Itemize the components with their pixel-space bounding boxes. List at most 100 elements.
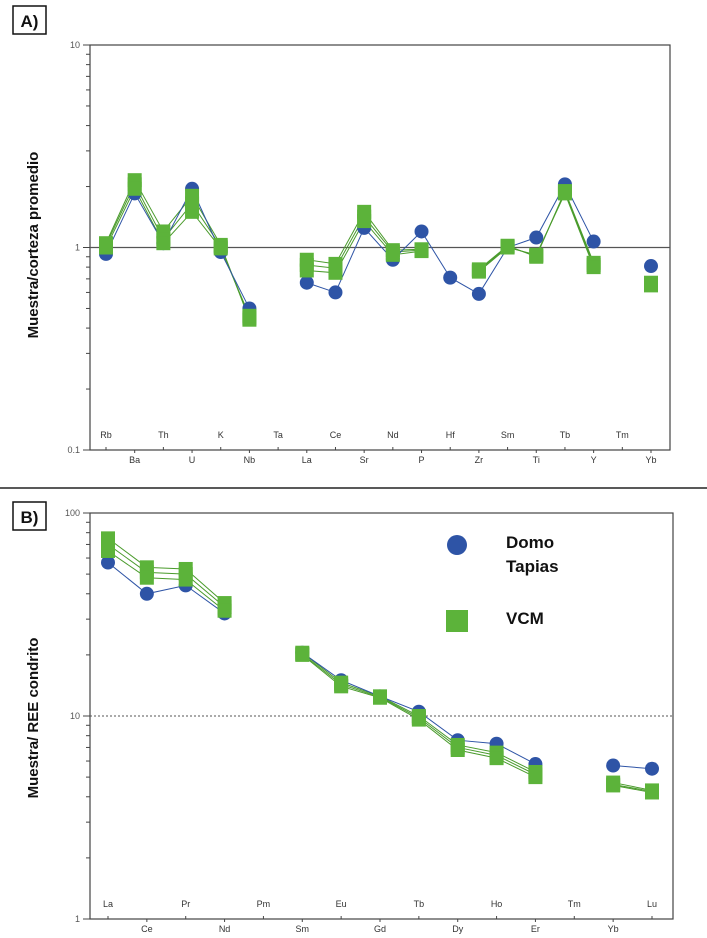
data-point-domo-tapias-y: [586, 234, 601, 249]
data-point-vcm-rb: [99, 240, 113, 255]
x-label-sr: Sr: [360, 455, 369, 465]
data-point-vcm-sm: [500, 240, 515, 255]
x-label-th: Th: [158, 430, 169, 440]
data-point-vcm-nd: [217, 603, 232, 618]
data-point-vcm-eu: [334, 679, 349, 694]
legend-vcm-label: VCM: [506, 609, 544, 628]
x-label-ta: Ta: [273, 430, 283, 440]
y-tick-label-10: 10: [70, 711, 80, 721]
data-point-vcm-ho: [489, 751, 504, 766]
panel-b-y-axis-label: Muestra/ REE condrito: [25, 638, 42, 799]
x-label-sm: Sm: [296, 924, 310, 934]
legend: Domo Tapias VCM: [446, 533, 559, 632]
legend-domo-marker: [447, 535, 467, 555]
data-point-vcm-er: [528, 770, 543, 785]
panel-a-y-tick-labels: 0.1 1 10: [67, 40, 80, 455]
series-line-vcm-3: [107, 550, 225, 612]
data-point-vcm-sr: [357, 214, 372, 229]
x-label-ce: Ce: [330, 430, 342, 440]
legend-vcm-marker: [446, 610, 468, 632]
data-point-vcm-dy: [450, 743, 465, 758]
data-point-vcm-yb: [606, 778, 621, 793]
x-label-ba: Ba: [129, 455, 140, 465]
data-point-vcm-ba: [127, 181, 142, 196]
series-line-domo-tapias-0: [105, 187, 250, 309]
x-label-tb: Tb: [414, 899, 425, 909]
data-point-domo-tapias-p: [414, 224, 429, 239]
x-label-nd: Nd: [219, 924, 231, 934]
panel-a-label: A): [21, 12, 39, 31]
data-point-vcm-yb: [644, 278, 658, 293]
legend-domo-label-line1: Domo: [506, 533, 554, 552]
x-label-tm: Tm: [568, 899, 581, 909]
series-line-vcm-1: [107, 537, 225, 604]
x-label-zr: Zr: [475, 455, 484, 465]
x-label-yb: Yb: [645, 455, 656, 465]
x-label-dy: Dy: [452, 924, 463, 934]
panel-a-axis-ticks: [83, 44, 90, 451]
panel-b-axis-ticks: [83, 512, 90, 920]
panel-a-x-labels: Rb Ba Th U K Nb Ta La Ce Sr Nd P Hf Zr Sm Ti Tb Y Tm Yb: [100, 430, 656, 465]
x-label-nb: Nb: [244, 455, 256, 465]
x-label-k: K: [218, 430, 224, 440]
x-label-sm: Sm: [501, 430, 515, 440]
x-label-u: U: [189, 455, 196, 465]
x-label-tm: Tm: [616, 430, 629, 440]
data-point-vcm-ce: [328, 265, 343, 280]
data-point-domo-tapias-zr: [471, 286, 486, 301]
panel-b-y-tick-labels: 1 10 100: [65, 508, 80, 924]
data-point-vcm-la: [101, 543, 115, 558]
series-line-domo-tapias-0: [107, 562, 225, 614]
y-tick-label-100: 100: [65, 508, 80, 518]
data-point-domo-tapias-lu: [645, 761, 659, 776]
x-label-la: La: [302, 455, 312, 465]
x-label-ce: Ce: [141, 924, 153, 934]
x-label-rb: Rb: [100, 430, 112, 440]
data-point-vcm-nb: [242, 308, 257, 323]
x-label-yb: Yb: [608, 924, 619, 934]
data-point-vcm-zr: [471, 264, 486, 279]
x-label-y: Y: [591, 455, 597, 465]
x-label-pm: Pm: [257, 899, 271, 909]
series-line-vcm-1: [105, 179, 250, 320]
series-line-vcm-2: [107, 544, 225, 608]
x-label-er: Er: [531, 924, 540, 934]
x-label-gd: Gd: [374, 924, 386, 934]
data-point-domo-tapias-ti: [529, 230, 544, 245]
data-point-vcm-k: [213, 241, 228, 256]
data-point-vcm-sm: [295, 647, 310, 662]
x-label-lu: Lu: [647, 899, 657, 909]
data-point-vcm-tb: [557, 186, 572, 201]
x-label-hf: Hf: [446, 430, 455, 440]
data-point-vcm-ce: [139, 570, 154, 585]
x-label-ho: Ho: [491, 899, 503, 909]
data-point-vcm-nd: [385, 247, 400, 262]
data-point-vcm-pr: [178, 572, 193, 587]
legend-domo-label-line2: Tapias: [506, 557, 559, 576]
data-point-vcm-la: [299, 263, 314, 278]
data-point-domo-tapias-ce: [139, 586, 154, 601]
data-point-vcm-th: [156, 236, 171, 251]
panel-b-chart: B) Muestra/ REE condrito 1 10 100 La Ce Pr Nd…: [12, 501, 674, 934]
data-point-vcm-u: [185, 204, 200, 219]
x-label-pr: Pr: [181, 899, 190, 909]
panel-b-label-box: [12, 501, 47, 531]
x-label-la: La: [103, 899, 113, 909]
x-label-tb: Tb: [560, 430, 571, 440]
panel-b-series: [101, 531, 659, 800]
panel-b-x-labels: La Ce Pr Nd Pm Sm Eu Gd Tb Dy Ho Er Tm Yb Lu: [103, 899, 657, 934]
data-point-vcm-gd: [373, 690, 387, 705]
data-point-vcm-ti: [529, 247, 544, 262]
data-point-domo-tapias-la: [101, 555, 115, 570]
y-tick-label-1: 1: [75, 243, 80, 253]
data-point-vcm-tb: [411, 712, 426, 727]
data-point-domo-tapias-yb: [644, 259, 658, 274]
data-point-vcm-p: [414, 244, 429, 259]
panel-a-label-box: [12, 5, 47, 35]
x-label-p: P: [419, 455, 425, 465]
data-point-vcm-lu: [645, 785, 659, 800]
x-label-nd: Nd: [387, 430, 399, 440]
x-label-eu: Eu: [336, 899, 347, 909]
panel-a-series: [99, 173, 658, 327]
